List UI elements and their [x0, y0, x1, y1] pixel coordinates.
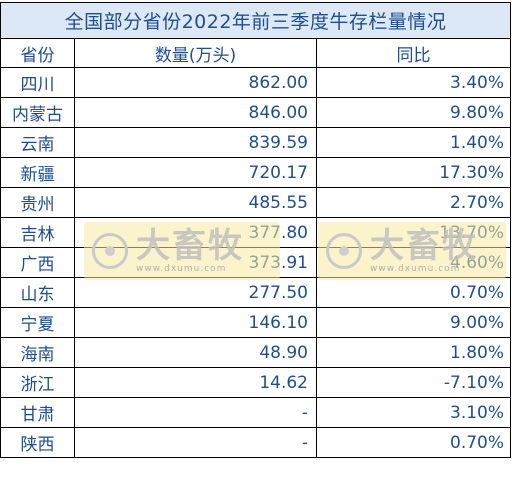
cell-province: 四川: [0, 67, 75, 98]
cell-yoy: 2.70%: [315, 187, 512, 218]
table-row: 浙江 14.62 -7.10%: [0, 367, 512, 398]
cell-province: 山东: [0, 277, 75, 308]
header-count: 数量(万头): [74, 38, 317, 68]
table-title: 全国部分省份2022年前三季度牛存栏量情况: [0, 2, 512, 39]
cell-count: 839.59: [74, 127, 317, 158]
cell-province: 广西: [0, 247, 75, 278]
cell-yoy: 3.40%: [315, 67, 512, 98]
title-row: 全国部分省份2022年前三季度牛存栏量情况: [0, 2, 512, 39]
cell-province: 浙江: [0, 367, 75, 398]
cell-yoy: 17.30%: [315, 157, 512, 188]
cell-yoy: 1.80%: [315, 337, 512, 368]
cell-yoy: 4.60%: [315, 247, 512, 278]
cell-yoy: 9.00%: [315, 307, 512, 338]
cell-province: 海南: [0, 337, 75, 368]
cell-yoy: 0.70%: [315, 277, 512, 308]
cell-province: 云南: [0, 127, 75, 158]
table-row: 甘肃 -3.10%: [0, 397, 512, 428]
cell-count: 377.80: [74, 217, 317, 248]
header-yoy: 同比: [315, 38, 512, 68]
cell-yoy: 1.40%: [315, 127, 512, 158]
table-row: 陕西 -0.70%: [0, 427, 512, 458]
table-row: 贵州 485.55 2.70%: [0, 187, 512, 218]
cell-count: 14.62: [74, 367, 317, 398]
table-row: 山东 277.50 0.70%: [0, 277, 512, 308]
cell-count: -: [74, 397, 317, 428]
cell-province: 陕西: [0, 427, 75, 458]
cell-count: 485.55: [74, 187, 317, 218]
table-row: 吉林 377.80 13.70%: [0, 217, 512, 248]
cell-province: 新疆: [0, 157, 75, 188]
cell-count: 846.00: [74, 97, 317, 128]
cell-province: 宁夏: [0, 307, 75, 338]
cell-count: 720.17: [74, 157, 317, 188]
cell-province: 贵州: [0, 187, 75, 218]
table-row: 四川 862.00 3.40%: [0, 67, 512, 98]
cell-province: 内蒙古: [0, 97, 75, 128]
cell-count: 146.10: [74, 307, 317, 338]
cell-count: -: [74, 427, 317, 458]
cell-yoy: 9.80%: [315, 97, 512, 128]
table-row: 云南 839.59 1.40%: [0, 127, 512, 158]
header-province: 省份: [0, 38, 75, 68]
table-row: 内蒙古 846.00 9.80%: [0, 97, 512, 128]
cell-count: 373.91: [74, 247, 317, 278]
table-row: 广西 373.91 4.60%: [0, 247, 512, 278]
cell-count: 862.00: [74, 67, 317, 98]
cell-province: 吉林: [0, 217, 75, 248]
cell-yoy: 13.70%: [315, 217, 512, 248]
table-row: 新疆 720.17 17.30%: [0, 157, 512, 188]
header-row: 省份 数量(万头) 同比: [0, 38, 512, 68]
data-table: 全国部分省份2022年前三季度牛存栏量情况 省份 数量(万头) 同比 四川 862…: [0, 2, 512, 458]
cell-yoy: 3.10%: [315, 397, 512, 428]
cell-count: 48.90: [74, 337, 317, 368]
cell-count: 277.50: [74, 277, 317, 308]
cell-yoy: -7.10%: [315, 367, 512, 398]
table-row: 宁夏 146.10 9.00%: [0, 307, 512, 338]
cell-province: 甘肃: [0, 397, 75, 428]
cell-yoy: 0.70%: [315, 427, 512, 458]
table-row: 海南 48.90 1.80%: [0, 337, 512, 368]
